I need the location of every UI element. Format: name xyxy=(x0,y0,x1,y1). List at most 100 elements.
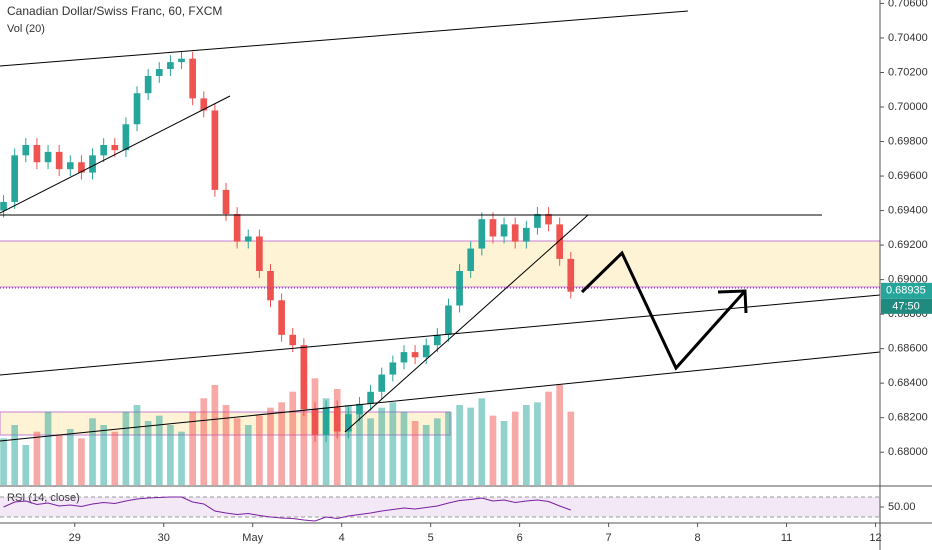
candle-body xyxy=(278,300,285,335)
x-tick-label: 29 xyxy=(69,532,81,544)
candle-body xyxy=(211,110,219,190)
volume-bar xyxy=(478,398,486,485)
candle-body xyxy=(267,270,274,301)
candle-body xyxy=(378,374,386,392)
candle-body xyxy=(433,334,441,346)
candle-body xyxy=(78,162,85,173)
volume-bar xyxy=(78,438,85,485)
x-tick-label: 30 xyxy=(158,532,170,544)
volume-bar xyxy=(267,407,274,485)
volume-bar xyxy=(367,418,374,485)
volume-bar xyxy=(433,418,441,485)
candle-body xyxy=(322,407,330,435)
volume-bar xyxy=(33,431,41,485)
volume-bar xyxy=(189,411,196,485)
countdown-box xyxy=(881,298,932,314)
volume-bar xyxy=(167,425,174,485)
drawings xyxy=(0,10,881,442)
trend-line xyxy=(0,95,231,214)
volume-bar xyxy=(378,407,386,485)
last-price-box xyxy=(881,282,932,299)
candle-body xyxy=(222,189,230,215)
volume-bar xyxy=(211,385,219,485)
candle-body xyxy=(300,345,308,410)
volume-bar xyxy=(233,418,241,485)
candle-body xyxy=(400,352,408,363)
rsi-tick-label: 50.00 xyxy=(888,501,916,513)
volume-bar xyxy=(22,445,30,485)
candle-body xyxy=(178,58,185,63)
candle-body xyxy=(556,224,564,259)
candle-body xyxy=(522,227,530,242)
candle-body xyxy=(22,144,30,156)
volume-label: Vol (20) xyxy=(7,23,45,35)
candle-body xyxy=(44,151,52,163)
candle-body xyxy=(411,352,419,358)
volume-bar xyxy=(66,429,74,485)
volume-bar xyxy=(289,391,297,485)
volume-bar xyxy=(256,415,263,485)
zone xyxy=(0,241,880,287)
candle-body xyxy=(111,144,119,151)
countdown-label: 47:50 xyxy=(892,301,920,313)
candle-body xyxy=(189,58,196,99)
volume-bar xyxy=(111,431,119,485)
volume-bar xyxy=(44,411,52,485)
y-tick-label: 0.68200 xyxy=(888,412,928,424)
volume-bar xyxy=(356,411,363,485)
volume-bar xyxy=(534,402,541,485)
volume-bar xyxy=(389,402,397,485)
candle-body xyxy=(233,214,241,242)
candle-body xyxy=(144,75,152,94)
candle-body xyxy=(445,305,452,335)
x-tick-label: 4 xyxy=(339,532,345,544)
x-tick-label: 12 xyxy=(869,532,881,544)
volume-bar xyxy=(11,425,19,485)
candle-body xyxy=(367,391,374,404)
volume-bar xyxy=(489,415,497,485)
candle-body xyxy=(256,236,263,271)
x-tick-label: 7 xyxy=(606,532,612,544)
x-tick-label: 5 xyxy=(428,532,434,544)
volume-bar xyxy=(345,405,352,485)
x-tick-label: 11 xyxy=(781,532,792,544)
y-tick-label: 0.68000 xyxy=(888,446,928,458)
candle-body xyxy=(289,334,297,346)
candle-body xyxy=(534,214,541,228)
projection-arrow xyxy=(580,250,747,371)
y-tick-label: 0.70200 xyxy=(888,66,928,78)
y-tick-label: 0.69200 xyxy=(888,239,928,251)
candle-body xyxy=(489,219,497,237)
x-tick-label: May xyxy=(242,532,263,544)
volume-bar xyxy=(144,421,152,485)
volume-bar xyxy=(122,411,130,485)
x-tick-label: 6 xyxy=(517,532,523,544)
candle-body xyxy=(122,124,130,151)
volume-bar xyxy=(500,421,508,485)
y-tick-label: 0.68600 xyxy=(888,343,928,355)
trend-line xyxy=(0,351,881,442)
volume-bar xyxy=(200,398,208,485)
volume-bar xyxy=(55,434,63,485)
y-tick-label: 0.69000 xyxy=(888,274,928,286)
volume-bar xyxy=(445,411,452,485)
volume-bar xyxy=(422,425,430,485)
last-price-label: 0.68935 xyxy=(886,285,926,297)
candle-body xyxy=(155,69,163,76)
y-tick-label: 0.69800 xyxy=(888,135,928,147)
candle-body xyxy=(0,201,7,211)
candle-body xyxy=(389,362,397,375)
arrow-head xyxy=(717,289,748,314)
y-tick-label: 0.70400 xyxy=(888,32,928,44)
volume-bar xyxy=(556,385,564,485)
candle-body xyxy=(100,144,107,156)
chart-title: Canadian Dollar/Swiss Franc, 60, FXCM xyxy=(7,4,222,18)
y-tick-label: 0.70000 xyxy=(888,101,928,113)
candle-body xyxy=(333,407,341,432)
volume-bar xyxy=(0,438,7,485)
candle-body xyxy=(200,98,208,111)
candle-body xyxy=(422,345,430,358)
candle-body xyxy=(511,224,519,242)
